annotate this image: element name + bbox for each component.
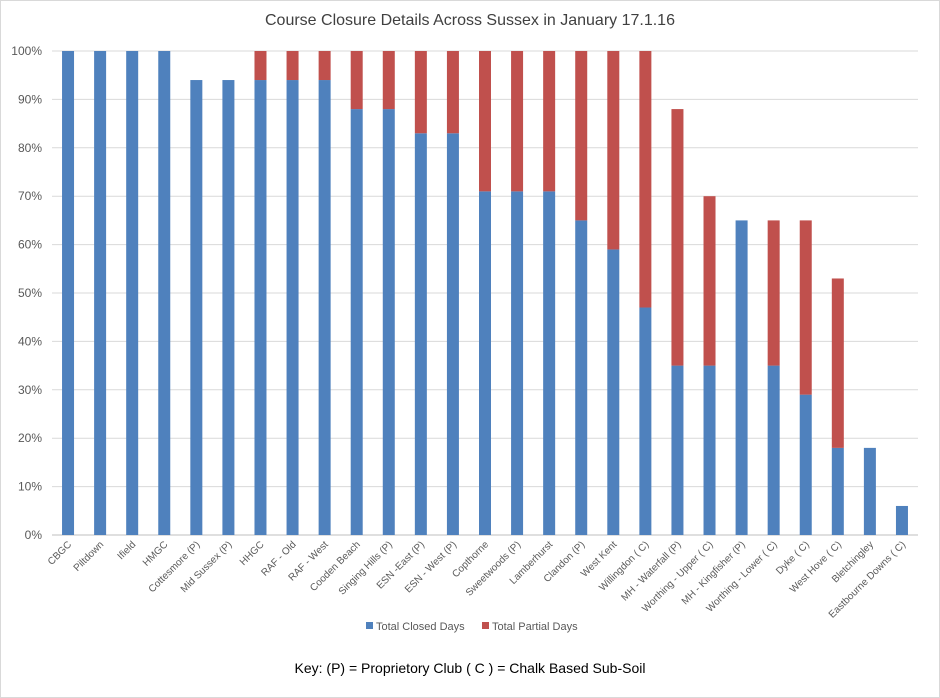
bar-closed-days	[318, 80, 331, 535]
bar-closed-days	[94, 51, 107, 535]
bar-partial-days	[607, 51, 620, 250]
bar-closed-days	[831, 447, 844, 535]
bar-closed-days	[190, 80, 203, 535]
bar-partial-days	[831, 278, 844, 448]
y-tick-label: 20%	[18, 431, 42, 445]
bar-closed-days	[158, 51, 171, 535]
bar-closed-days	[671, 365, 684, 535]
y-tick-label: 40%	[18, 334, 42, 348]
bar-partial-days	[414, 51, 427, 134]
legend-label: Total Closed Days	[376, 621, 465, 633]
bar-partial-days	[703, 196, 716, 366]
bar-partial-days	[318, 51, 331, 81]
legend-swatch-partial	[482, 622, 489, 629]
bar-partial-days	[446, 51, 459, 134]
bar-closed-days	[703, 365, 716, 535]
x-tick-label: HMGC	[141, 539, 170, 568]
legend-label: Total Partial Days	[492, 621, 578, 633]
bar-closed-days	[543, 191, 556, 536]
legend: Total Closed Days Total Partial Days	[366, 621, 578, 633]
bar-closed-days	[126, 51, 139, 535]
bar-closed-days	[62, 51, 75, 535]
bar-partial-days	[639, 51, 652, 308]
bar-closed-days	[414, 133, 427, 535]
bar-closed-days	[350, 109, 363, 535]
bar-partial-days	[575, 51, 588, 221]
bar-partial-days	[254, 51, 267, 81]
bars	[62, 51, 908, 536]
bar-closed-days	[767, 365, 780, 535]
y-tick-label: 90%	[18, 92, 42, 106]
bar-closed-days	[735, 220, 748, 535]
bar-partial-days	[382, 51, 395, 110]
x-tick-label: CBGC	[46, 539, 74, 567]
bar-closed-days	[639, 307, 652, 535]
bar-closed-days	[799, 394, 812, 535]
y-tick-label: 60%	[18, 238, 42, 252]
bar-closed-days	[607, 249, 620, 535]
y-tick-label: 50%	[18, 286, 42, 300]
bar-partial-days	[799, 220, 812, 395]
bar-closed-days	[511, 191, 524, 536]
bar-closed-days	[286, 80, 299, 535]
bar-closed-days	[479, 191, 491, 536]
bar-partial-days	[767, 220, 780, 366]
bar-partial-days	[671, 109, 684, 366]
bar-closed-days	[446, 133, 459, 535]
x-tick-label: Ifield	[116, 539, 139, 562]
x-tick-label: Piltdown	[72, 539, 107, 574]
bar-partial-days	[511, 51, 524, 192]
y-tick-label: 10%	[18, 480, 42, 494]
x-tick-label: MH - Waterfall (P)	[619, 539, 683, 603]
bar-closed-days	[222, 80, 235, 535]
y-tick-label: 30%	[18, 383, 42, 397]
key-text: Key: (P) = Proprietory Club ( C ) = Chal…	[294, 660, 646, 676]
bar-closed-days	[575, 220, 588, 535]
x-tick-label: Sweetwoods (P)	[464, 539, 523, 598]
bar-closed-days	[895, 505, 908, 535]
bar-closed-days	[382, 109, 395, 535]
y-tick-label: 100%	[11, 44, 42, 58]
y-tick-label: 80%	[18, 141, 42, 155]
y-axis-ticks: 0% 10% 20% 30% 40% 50% 60% 70% 80% 90% 100%	[11, 44, 42, 542]
bar-partial-days	[479, 51, 491, 192]
bar-partial-days	[543, 51, 556, 192]
x-tick-label: HHGC	[238, 539, 267, 568]
y-tick-label: 0%	[25, 528, 43, 542]
chart-title: Course Closure Details Across Sussex in …	[265, 12, 675, 29]
y-tick-label: 70%	[18, 189, 42, 203]
bar-partial-days	[286, 51, 299, 81]
bar-closed-days	[254, 80, 267, 535]
bar-closed-days	[863, 447, 876, 535]
legend-swatch-closed	[366, 622, 373, 629]
bar-partial-days	[350, 51, 363, 110]
